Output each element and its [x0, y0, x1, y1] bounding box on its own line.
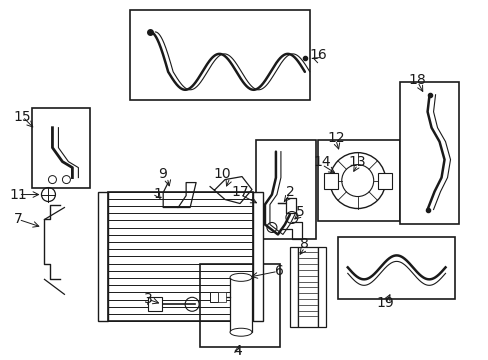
Text: 1: 1: [153, 186, 163, 201]
Text: 18: 18: [408, 73, 426, 87]
Text: 11: 11: [10, 188, 27, 202]
Ellipse shape: [229, 328, 251, 336]
Text: 14: 14: [312, 155, 330, 168]
Bar: [200, 264, 279, 347]
Bar: [210, 292, 218, 302]
Bar: [148, 297, 162, 311]
Text: 7: 7: [14, 212, 23, 226]
Bar: [98, 192, 108, 321]
Text: 4: 4: [233, 344, 242, 358]
Text: 10: 10: [213, 167, 230, 181]
Bar: [337, 238, 453, 299]
Text: 5: 5: [295, 204, 304, 219]
Text: 19: 19: [376, 296, 394, 310]
Text: 16: 16: [308, 48, 326, 62]
Bar: [229, 277, 251, 332]
Text: 9: 9: [158, 167, 166, 181]
Circle shape: [341, 165, 373, 197]
Bar: [323, 172, 337, 189]
Text: 12: 12: [326, 131, 344, 145]
Bar: [297, 247, 317, 327]
Bar: [32, 108, 90, 188]
Bar: [252, 192, 263, 321]
Bar: [108, 192, 252, 321]
Bar: [317, 140, 399, 221]
Bar: [317, 247, 325, 327]
Text: 8: 8: [300, 238, 309, 251]
Ellipse shape: [229, 273, 251, 282]
Text: 15: 15: [14, 110, 31, 124]
Bar: [377, 172, 391, 189]
Bar: [255, 140, 315, 239]
Circle shape: [329, 153, 385, 208]
Bar: [130, 10, 309, 100]
Bar: [399, 82, 459, 225]
Text: 3: 3: [143, 292, 152, 306]
Text: 6: 6: [275, 264, 284, 278]
Text: 17: 17: [231, 185, 248, 199]
Bar: [218, 292, 225, 302]
Bar: [289, 247, 297, 327]
Text: 13: 13: [348, 155, 366, 168]
Text: 2: 2: [285, 185, 294, 199]
